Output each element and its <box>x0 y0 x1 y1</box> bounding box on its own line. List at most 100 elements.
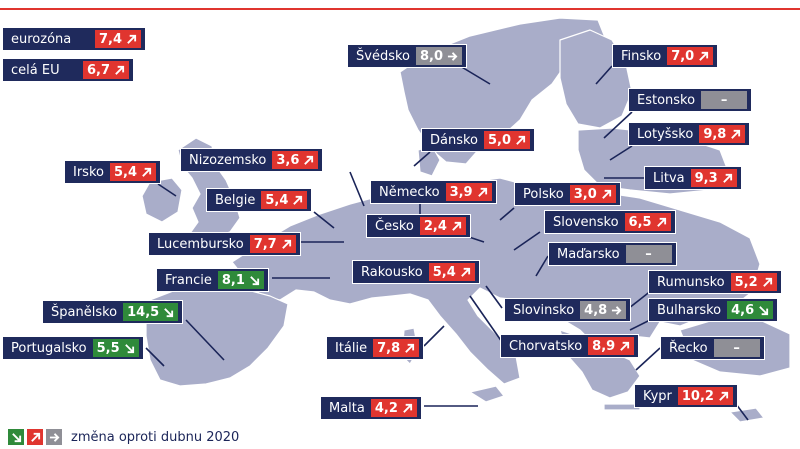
land-ireland <box>141 177 183 223</box>
arrow-up-right-icon <box>127 34 137 44</box>
leader-hungary <box>535 255 549 277</box>
label-italy: Itálie 7,8 <box>326 336 425 360</box>
value-badge: 10,2 <box>677 387 733 405</box>
arrow-up-right-icon <box>719 391 729 401</box>
label-greece: Řecko – <box>660 336 765 360</box>
leader-finland <box>595 65 613 85</box>
leader-slovakia <box>513 231 541 251</box>
arrow-up-right-icon <box>27 429 43 445</box>
value-badge: 8,0 <box>416 47 463 65</box>
arrow-up-right-icon <box>656 217 666 227</box>
label-name: Lotyšsko <box>637 126 694 142</box>
arrow-down-right-icon <box>759 305 769 315</box>
leader-estonia <box>603 111 633 139</box>
label-name: Belgie <box>215 192 256 208</box>
label-eu: celá EU 6,7 <box>2 58 134 82</box>
leader-latvia <box>609 145 633 161</box>
arrow-right-icon <box>46 429 62 445</box>
arrow-up-right-icon <box>699 51 709 61</box>
label-name: Rumunsko <box>657 274 725 290</box>
arrow-right-icon <box>447 51 458 61</box>
label-hungary: Maďarsko – <box>548 242 677 266</box>
label-croatia: Chorvatsko 8,9 <box>500 334 640 358</box>
label-name: Řecko <box>669 340 708 356</box>
header-rule <box>0 8 800 10</box>
arrow-right-icon <box>612 305 622 315</box>
label-name: Malta <box>329 400 365 416</box>
value-badge: 4,8 <box>580 301 627 319</box>
arrow-up-right-icon <box>142 167 152 177</box>
value-badge: 5,4 <box>428 263 475 281</box>
arrow-up-right-icon <box>405 343 415 353</box>
label-name: Dánsko <box>430 132 479 148</box>
value-badge: 5,2 <box>730 273 777 291</box>
label-name: Česko <box>375 218 414 234</box>
arrow-up-right-icon <box>460 267 470 277</box>
value-badge: 9,8 <box>699 125 746 143</box>
label-austria: Rakousko 5,4 <box>352 260 480 284</box>
arrow-down-right-icon <box>8 429 24 445</box>
land-cyprus <box>729 407 765 423</box>
value-badge: 7,0 <box>667 47 714 65</box>
arrow-up-right-icon <box>293 195 303 205</box>
label-czechia: Česko 2,4 <box>366 214 471 238</box>
arrow-up-right-icon <box>722 173 732 183</box>
legend: změna oproti dubnu 2020 <box>8 429 239 445</box>
label-name: Portugalsko <box>11 340 87 356</box>
value-badge: 8,9 <box>588 337 635 355</box>
arrow-up-right-icon <box>620 341 630 351</box>
label-estonia: Estonsko – <box>628 88 753 112</box>
label-name: Kypr <box>643 388 672 404</box>
label-name: Maďarsko <box>557 246 620 262</box>
leader-belgium <box>313 211 335 229</box>
leader-slovenia <box>485 285 503 309</box>
label-name: Bulharsko <box>657 302 722 318</box>
label-name: Nizozemsko <box>189 152 267 168</box>
leader-denmark <box>413 151 431 167</box>
land-crete <box>603 403 641 411</box>
leader-italy <box>423 325 445 347</box>
value-badge: 3,6 <box>272 151 319 169</box>
label-malta: Malta 4,2 <box>320 396 422 420</box>
value-badge: – <box>625 245 672 263</box>
label-name: Estonsko <box>637 92 696 108</box>
label-france: Francie 8,1 <box>156 268 269 292</box>
label-name: Irsko <box>73 164 104 180</box>
value-badge: 7,4 <box>94 30 141 48</box>
label-sweden: Švédsko 8,0 <box>347 44 468 68</box>
arrow-down-right-icon <box>124 343 134 353</box>
leader-ireland <box>157 183 177 197</box>
label-spain: Španělsko 14,5 <box>42 300 184 324</box>
value-badge: 5,4 <box>261 191 308 209</box>
label-belgium: Belgie 5,4 <box>206 188 313 212</box>
label-name: Lucembursko <box>157 236 244 252</box>
leader-greece <box>635 347 661 371</box>
label-romania: Rumunsko 5,2 <box>648 270 782 294</box>
value-badge: – <box>713 339 760 357</box>
label-name: celá EU <box>11 62 60 78</box>
label-name: Chorvatsko <box>509 338 583 354</box>
arrow-up-right-icon <box>452 221 461 231</box>
arrow-up-right-icon <box>601 189 611 199</box>
leader-sweden <box>459 65 491 85</box>
arrow-up-right-icon <box>516 135 526 145</box>
leader-spain <box>185 319 225 361</box>
arrow-down-right-icon <box>250 275 259 285</box>
value-badge: 6,7 <box>82 61 129 79</box>
value-badge: 4,2 <box>370 399 417 417</box>
value-badge: 5,5 <box>92 339 139 357</box>
arrow-up-right-icon <box>304 155 314 165</box>
arrow-up-right-icon <box>115 65 125 75</box>
label-poland: Polsko 3,0 <box>514 182 621 206</box>
value-badge: – <box>701 91 748 109</box>
arrow-up-right-icon <box>731 129 741 139</box>
label-finland: Finsko 7,0 <box>612 44 719 68</box>
value-badge: 6,5 <box>624 213 671 231</box>
value-badge: 8,1 <box>217 271 264 289</box>
arrow-up-right-icon <box>477 187 487 197</box>
label-name: Litva <box>653 170 685 186</box>
land-sicily <box>469 385 505 403</box>
label-name: eurozóna <box>11 31 72 47</box>
label-cyprus: Kypr 10,2 <box>634 384 738 408</box>
leader-cyprus <box>735 403 749 421</box>
